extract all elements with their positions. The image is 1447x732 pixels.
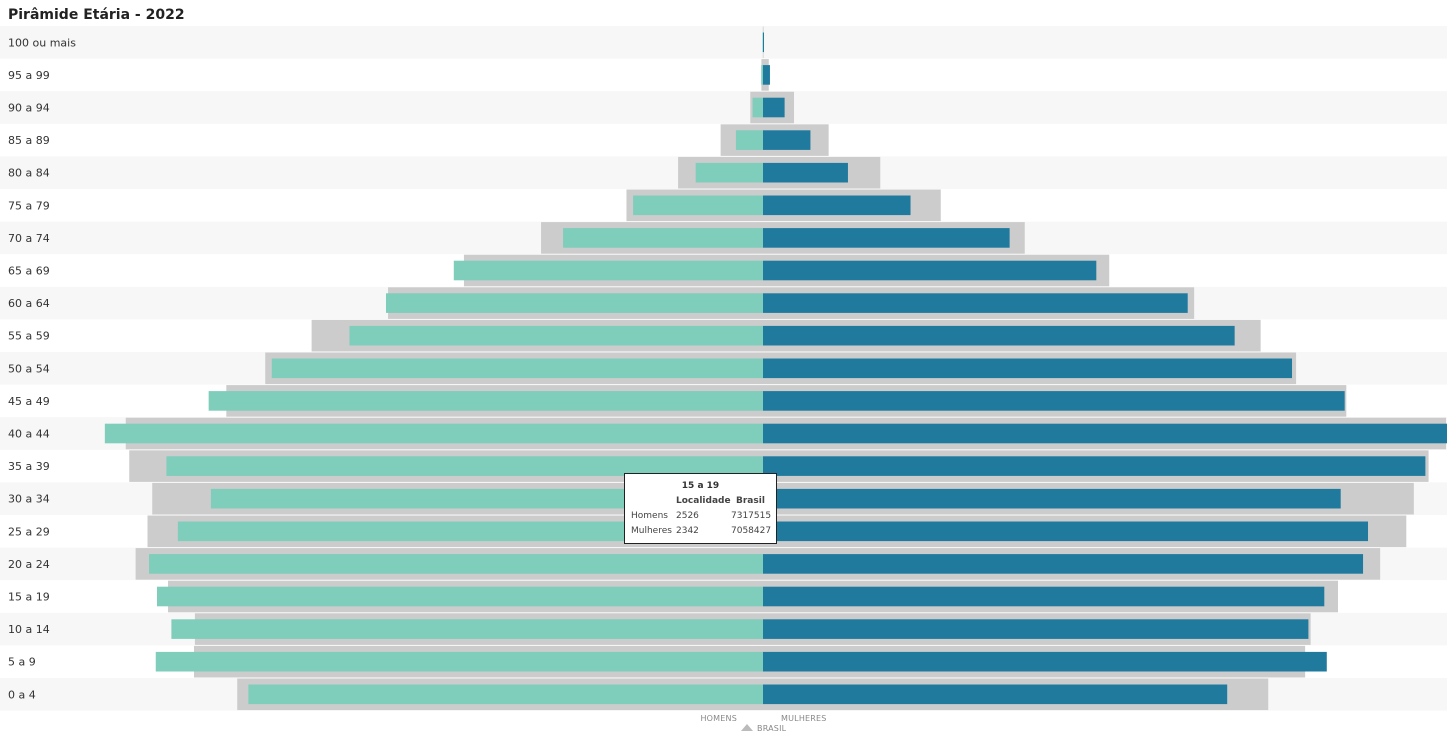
homens-bar [453, 260, 763, 281]
mulheres-bar [763, 521, 1369, 542]
mulheres-bar [763, 488, 1341, 509]
age-group-label: 30 a 34 [8, 493, 50, 506]
homens-bar [171, 619, 763, 639]
homens-bar [149, 554, 763, 574]
homens-bar [633, 195, 763, 216]
data-tooltip: 15 a 19 Localidade Brasil Homens 2526 73… [624, 473, 777, 544]
age-group-label: 90 a 94 [8, 102, 50, 115]
tooltip-row-label: Homens [631, 511, 668, 521]
mulheres-bar [763, 684, 1228, 705]
mulheres-bar [763, 456, 1426, 476]
age-group-label: 50 a 54 [8, 362, 50, 375]
homens-bar [156, 586, 763, 607]
mulheres-bar [763, 358, 1293, 379]
homens-bar [761, 65, 763, 85]
tooltip-title: 15 a 19 [681, 481, 720, 491]
tooltip-row-brasil: 7317515 [731, 511, 772, 521]
tooltip-col-brasil: Brasil [736, 496, 765, 506]
age-group-label: 70 a 74 [8, 232, 50, 245]
homens-bar [248, 684, 763, 705]
homens-bar [155, 651, 763, 672]
homens-bar [349, 325, 763, 346]
tooltip-col-localidade: Localidade [676, 496, 731, 506]
mulheres-bar [763, 65, 770, 85]
brasil-legend-label: BRASIL [757, 724, 787, 732]
row-band [0, 26, 1447, 59]
age-group-label: 60 a 64 [8, 297, 50, 310]
mulheres-bar [763, 260, 1097, 281]
brasil-marker-icon [741, 724, 753, 731]
age-group-label: 45 a 49 [8, 395, 50, 408]
age-group-label: 25 a 29 [8, 525, 50, 538]
age-group-label: 15 a 19 [8, 591, 50, 604]
tooltip-row-localidade: 2526 [676, 511, 699, 521]
chart-title: Pirâmide Etária - 2022 [8, 7, 185, 23]
homens-bar [208, 391, 764, 411]
homens-bar [385, 293, 763, 313]
age-group-label: 0 a 4 [8, 688, 36, 701]
homens-bar [563, 228, 763, 248]
homens-axis-label: HOMENS [700, 714, 737, 723]
age-group-label: 65 a 69 [8, 265, 50, 278]
mulheres-bar [763, 554, 1364, 574]
homens-bar [166, 456, 763, 476]
age-group-label: 10 a 14 [8, 623, 50, 636]
mulheres-bar [763, 423, 1447, 444]
homens-bar [695, 162, 763, 183]
mulheres-bar [763, 162, 848, 183]
mulheres-bar [763, 651, 1327, 672]
mulheres-bar [763, 619, 1309, 639]
homens-bar [752, 97, 763, 118]
mulheres-bar [763, 391, 1345, 411]
row-band [0, 91, 1447, 124]
age-group-label: 80 a 84 [8, 167, 50, 180]
mulheres-bar [763, 32, 764, 53]
age-group-label: 75 a 79 [8, 199, 50, 212]
age-group-label: 40 a 44 [8, 428, 50, 441]
mulheres-bar [763, 586, 1325, 607]
mulheres-bar [763, 325, 1235, 346]
age-group-label: 95 a 99 [8, 69, 50, 82]
age-group-label: 5 a 9 [8, 656, 36, 669]
tooltip-row-localidade: 2342 [676, 526, 699, 536]
homens-bar [177, 521, 763, 542]
age-group-label: 85 a 89 [8, 134, 50, 147]
age-group-label: 100 ou mais [8, 36, 76, 49]
age-group-label: 35 a 39 [8, 460, 50, 473]
homens-bar [735, 130, 763, 150]
mulheres-bar [763, 228, 1010, 248]
mulheres-bar [763, 293, 1188, 313]
tooltip-row-brasil: 7058427 [731, 526, 772, 536]
mulheres-bar [763, 97, 785, 118]
mulheres-axis-label: MULHERES [781, 714, 827, 723]
tooltip-row-label: Mulheres [631, 526, 672, 536]
age-group-label: 20 a 24 [8, 558, 50, 571]
homens-bar [104, 423, 763, 444]
age-group-label: 55 a 59 [8, 330, 50, 343]
mulheres-bar [763, 130, 811, 150]
mulheres-bar [763, 195, 911, 216]
homens-bar [271, 358, 763, 379]
